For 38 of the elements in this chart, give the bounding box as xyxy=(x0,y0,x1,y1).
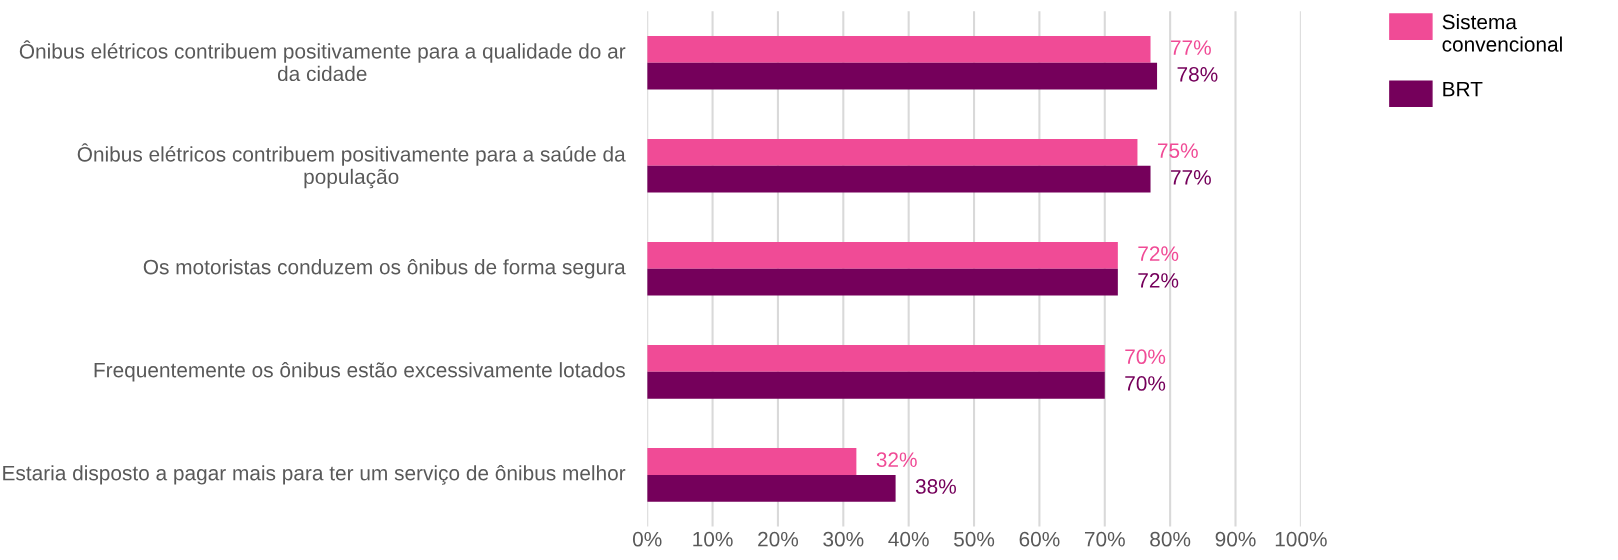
y-tick-label: Frequentemente os ônibus estão excessivamente lotados xyxy=(94,362,625,382)
bar xyxy=(647,448,857,475)
bar xyxy=(647,474,896,502)
x-tick-label: 10% xyxy=(693,531,733,547)
y-tick-label: Os motoristas conduzem os ônibus de forma segura xyxy=(143,259,626,279)
data-label: 77% xyxy=(1171,40,1211,55)
legend-label: Sistema convencional xyxy=(1442,14,1562,52)
bar xyxy=(647,345,1105,372)
legend-label: BRT xyxy=(1443,81,1483,97)
x-tick-label: 50% xyxy=(954,531,995,547)
x-tick-label: 100% xyxy=(1275,531,1327,547)
x-tick-label: 90% xyxy=(1215,531,1256,547)
bar xyxy=(647,165,1151,193)
data-label: 70% xyxy=(1125,349,1166,365)
data-label: 38% xyxy=(915,479,956,494)
bar xyxy=(647,138,1138,166)
x-tick-label: 20% xyxy=(758,531,799,547)
x-tick-label: 80% xyxy=(1150,531,1191,547)
bar xyxy=(647,62,1158,90)
bar xyxy=(647,268,1118,296)
bar xyxy=(647,242,1118,269)
x-tick-label: 0% xyxy=(632,531,662,547)
data-label: 70% xyxy=(1125,376,1166,391)
x-tick-label: 30% xyxy=(823,531,864,547)
data-label: 78% xyxy=(1177,66,1218,82)
x-tick-label: 40% xyxy=(888,531,929,547)
data-label: 32% xyxy=(876,452,917,468)
bar xyxy=(647,371,1105,399)
bar xyxy=(647,35,1151,63)
y-tick-label: Ônibus elétricos contribuem positivamente para a saúde da população xyxy=(77,143,626,189)
data-label: 77% xyxy=(1171,170,1211,185)
y-tick-label: Ônibus elétricos contribuem positivamente para a qualidade do ar da cidade xyxy=(19,40,626,82)
y-tick-label: Estaria disposto a pagar mais para ter um serviço de ônibus melhor xyxy=(3,465,626,485)
x-tick-label: 60% xyxy=(1019,531,1060,547)
x-tick-label: 70% xyxy=(1084,531,1125,547)
data-label: 72% xyxy=(1138,273,1179,288)
data-label: 75% xyxy=(1157,143,1198,158)
data-label: 72% xyxy=(1138,246,1179,261)
